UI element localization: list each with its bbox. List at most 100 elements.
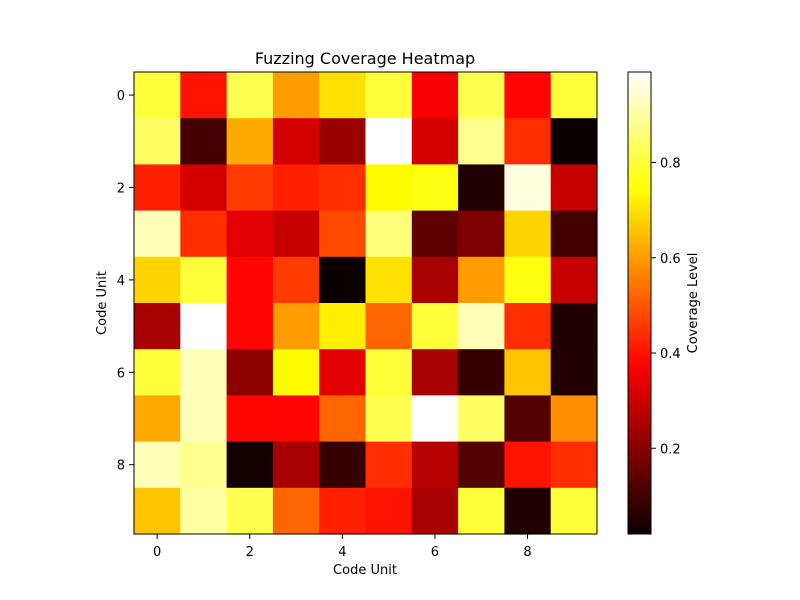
x-tick-label: 2: [246, 545, 254, 560]
heatmap-cell: [550, 487, 598, 535]
y-axis-label: Code Unit: [95, 271, 110, 335]
colorbar-tick-label: 0.2: [660, 442, 681, 457]
heatmap-cell: [365, 210, 413, 258]
heatmap-cell: [319, 210, 367, 258]
heatmap-cell: [411, 118, 459, 165]
heatmap-cell: [365, 487, 413, 535]
heatmap-cell: [458, 118, 505, 165]
heatmap-cell: [319, 303, 367, 350]
heatmap-cell: [226, 210, 274, 258]
heatmap-cell: [180, 349, 228, 396]
heatmap-cell: [180, 395, 228, 443]
heatmap-cell: [365, 395, 413, 443]
heatmap-cell: [550, 210, 598, 258]
x-tick-label: 8: [523, 545, 531, 560]
heatmap-cell: [365, 256, 413, 304]
heatmap-cell: [272, 487, 320, 535]
heatmap-cell: [458, 72, 505, 119]
heatmap-cell: [272, 349, 320, 396]
heatmap-cell: [458, 487, 505, 535]
chart-title: Fuzzing Coverage Heatmap: [255, 49, 475, 68]
heatmap-cell: [550, 441, 598, 489]
heatmap-cell: [134, 256, 181, 304]
heatmap-cell: [226, 256, 274, 304]
heatmap-cells: [134, 72, 598, 535]
heatmap-cell: [319, 164, 367, 212]
heatmap-cell: [180, 210, 228, 258]
heatmap-cell: [226, 164, 274, 212]
colorbar-tick-label: 0.6: [660, 252, 681, 267]
heatmap-cell: [550, 164, 598, 212]
heatmap-cell: [550, 349, 598, 396]
heatmap-cell: [458, 256, 505, 304]
heatmap-cell: [411, 441, 459, 489]
heatmap-cell: [504, 256, 552, 304]
heatmap-cell: [134, 395, 181, 443]
x-tick-label: 6: [431, 545, 439, 560]
heatmap-cell: [226, 303, 274, 350]
heatmap-cell: [504, 487, 552, 535]
heatmap-cell: [180, 441, 228, 489]
heatmap-cell: [226, 118, 274, 165]
heatmap-cell: [180, 72, 228, 119]
heatmap-cell: [226, 395, 274, 443]
heatmap-cell: [319, 72, 367, 119]
x-tick-label: 4: [338, 545, 346, 560]
x-axis-ticks: 0 2 4 6 8: [153, 534, 532, 560]
heatmap-cell: [319, 256, 367, 304]
heatmap-cell: [550, 72, 598, 119]
heatmap-cell: [458, 210, 505, 258]
colorbar: [627, 71, 652, 535]
heatmap-cell: [365, 303, 413, 350]
colorbar-ticks: 0.2 0.4 0.6 0.8: [651, 156, 681, 457]
heatmap-cell: [134, 487, 181, 535]
heatmap-cell: [458, 349, 505, 396]
heatmap-cell: [365, 164, 413, 212]
heatmap-cell: [134, 118, 181, 165]
heatmap-cell: [272, 303, 320, 350]
heatmap-cell: [226, 72, 274, 119]
heatmap-cell: [411, 395, 459, 443]
heatmap-cell: [180, 256, 228, 304]
heatmap-cell: [180, 164, 228, 212]
heatmap-cell: [180, 303, 228, 350]
heatmap-cell: [134, 210, 181, 258]
heatmap-cell: [180, 487, 228, 535]
heatmap-cell: [319, 487, 367, 535]
y-axis-ticks: 0 2 4 6 8: [117, 89, 134, 474]
heatmap-cell: [411, 256, 459, 304]
colorbar-tick-label: 0.8: [660, 156, 681, 171]
heatmap-cell: [411, 72, 459, 119]
heatmap-cell: [272, 118, 320, 165]
heatmap-cell: [365, 72, 413, 119]
x-axis-label: Code Unit: [333, 563, 397, 578]
heatmap-cell: [458, 395, 505, 443]
heatmap-cell: [504, 395, 552, 443]
heatmap-cell: [504, 164, 552, 212]
heatmap-cell: [226, 487, 274, 535]
heatmap-cell: [134, 303, 181, 350]
heatmap-cell: [319, 395, 367, 443]
y-tick-label: 4: [117, 274, 125, 289]
heatmap-cell: [226, 441, 274, 489]
heatmap-cell: [272, 210, 320, 258]
colorbar-tick-label: 0.4: [660, 347, 681, 362]
heatmap-cell: [458, 303, 505, 350]
heatmap-cell: [272, 395, 320, 443]
heatmap-cell: [504, 303, 552, 350]
heatmap-cell: [504, 441, 552, 489]
heatmap-cell: [411, 164, 459, 212]
heatmap-cell: [411, 210, 459, 258]
heatmap-cell: [411, 487, 459, 535]
heatmap-cell: [319, 349, 367, 396]
heatmap-cell: [458, 441, 505, 489]
heatmap-cell: [550, 303, 598, 350]
heatmap-cell: [504, 349, 552, 396]
heatmap-cell: [319, 118, 367, 165]
y-tick-label: 6: [117, 366, 125, 381]
heatmap-cell: [134, 164, 181, 212]
heatmap-cell: [134, 72, 181, 119]
x-tick-label: 0: [153, 545, 161, 560]
